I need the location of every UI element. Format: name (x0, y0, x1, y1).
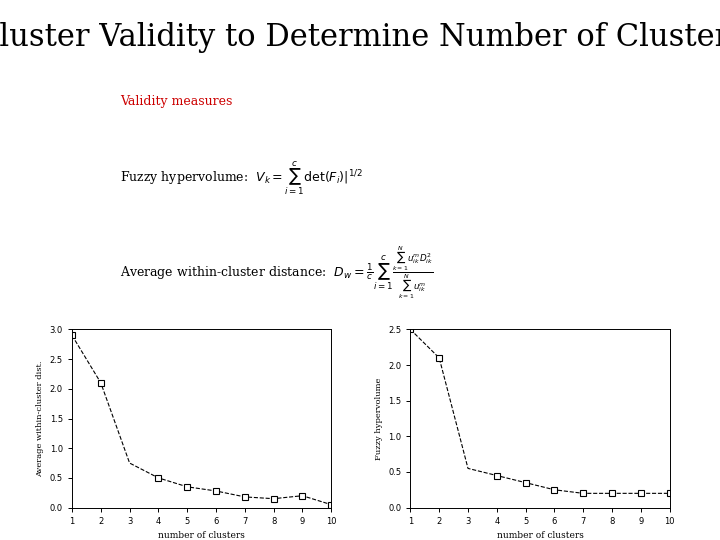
Text: Fuzzy hypervolume:  $V_k = \sum_{i=1}^{c} \det(F_i)|^{1/2}$: Fuzzy hypervolume: $V_k = \sum_{i=1}^{c}… (120, 159, 363, 197)
Y-axis label: Average within-cluster dist.: Average within-cluster dist. (36, 360, 44, 477)
X-axis label: number of clusters: number of clusters (158, 531, 245, 540)
Text: Cluster Validity to Determine Number of Clusters: Cluster Validity to Determine Number of … (0, 22, 720, 52)
Text: Average within-cluster distance:  $D_w = \frac{1}{c}\sum_{i=1}^{c} \frac{\sum_{k: Average within-cluster distance: $D_w = … (120, 245, 433, 301)
Text: Validity measures: Validity measures (120, 96, 233, 109)
Y-axis label: Fuzzy hypervolume: Fuzzy hypervolume (374, 377, 383, 460)
X-axis label: number of clusters: number of clusters (497, 531, 583, 540)
